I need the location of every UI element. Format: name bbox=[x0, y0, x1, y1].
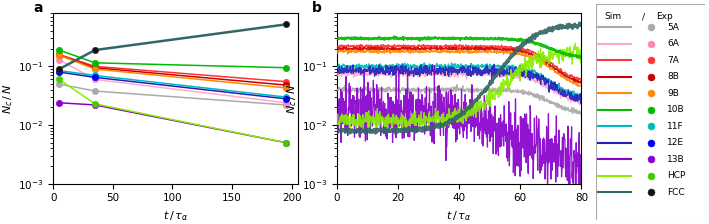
Text: a: a bbox=[33, 1, 43, 15]
Text: 12E: 12E bbox=[667, 138, 684, 147]
Text: 9B: 9B bbox=[667, 89, 679, 98]
Text: 11F: 11F bbox=[667, 122, 683, 131]
Text: b: b bbox=[312, 1, 322, 15]
Text: 7A: 7A bbox=[667, 56, 679, 65]
Text: 13B: 13B bbox=[667, 155, 685, 164]
Text: 8B: 8B bbox=[667, 72, 679, 81]
Text: 6A: 6A bbox=[667, 39, 679, 48]
Text: 10B: 10B bbox=[667, 105, 685, 114]
Text: /: / bbox=[642, 12, 644, 21]
Text: Sim: Sim bbox=[604, 12, 622, 21]
Y-axis label: $N_c\,/\,N$: $N_c\,/\,N$ bbox=[1, 83, 15, 114]
Text: HCP: HCP bbox=[667, 171, 686, 180]
X-axis label: $t\,/\,\tau_\alpha$: $t\,/\,\tau_\alpha$ bbox=[447, 209, 471, 223]
Text: Exp: Exp bbox=[656, 12, 673, 21]
Y-axis label: $N_c\,/\,N$: $N_c\,/\,N$ bbox=[285, 83, 298, 114]
Text: 5A: 5A bbox=[667, 23, 679, 32]
X-axis label: $t\,/\,\tau_\alpha$: $t\,/\,\tau_\alpha$ bbox=[163, 209, 188, 223]
Text: FCC: FCC bbox=[667, 188, 685, 197]
